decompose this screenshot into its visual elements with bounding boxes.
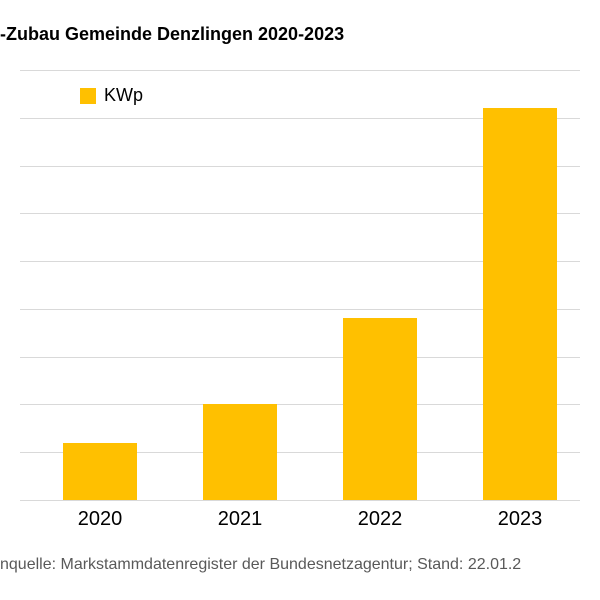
x-axis-label: 2021 — [218, 508, 263, 531]
chart-frame: -Zubau Gemeinde Denzlingen 2020-2023 KWp… — [0, 0, 600, 600]
source-note: nquelle: Markstammdatenregister der Bund… — [0, 556, 600, 574]
legend: KWp — [80, 85, 143, 106]
legend-label: KWp — [104, 85, 143, 106]
bar — [343, 318, 417, 500]
x-axis-label: 2023 — [498, 508, 543, 531]
x-axis-label: 2022 — [358, 508, 403, 531]
chart-title: -Zubau Gemeinde Denzlingen 2020-2023 — [0, 24, 600, 45]
grid-line — [20, 500, 580, 501]
legend-swatch — [80, 88, 96, 104]
grid-line — [20, 70, 580, 71]
x-axis-label: 2020 — [78, 508, 123, 531]
bar — [483, 108, 557, 500]
plot-area: KWp — [20, 70, 580, 500]
bar — [63, 443, 137, 500]
bar — [203, 404, 277, 500]
